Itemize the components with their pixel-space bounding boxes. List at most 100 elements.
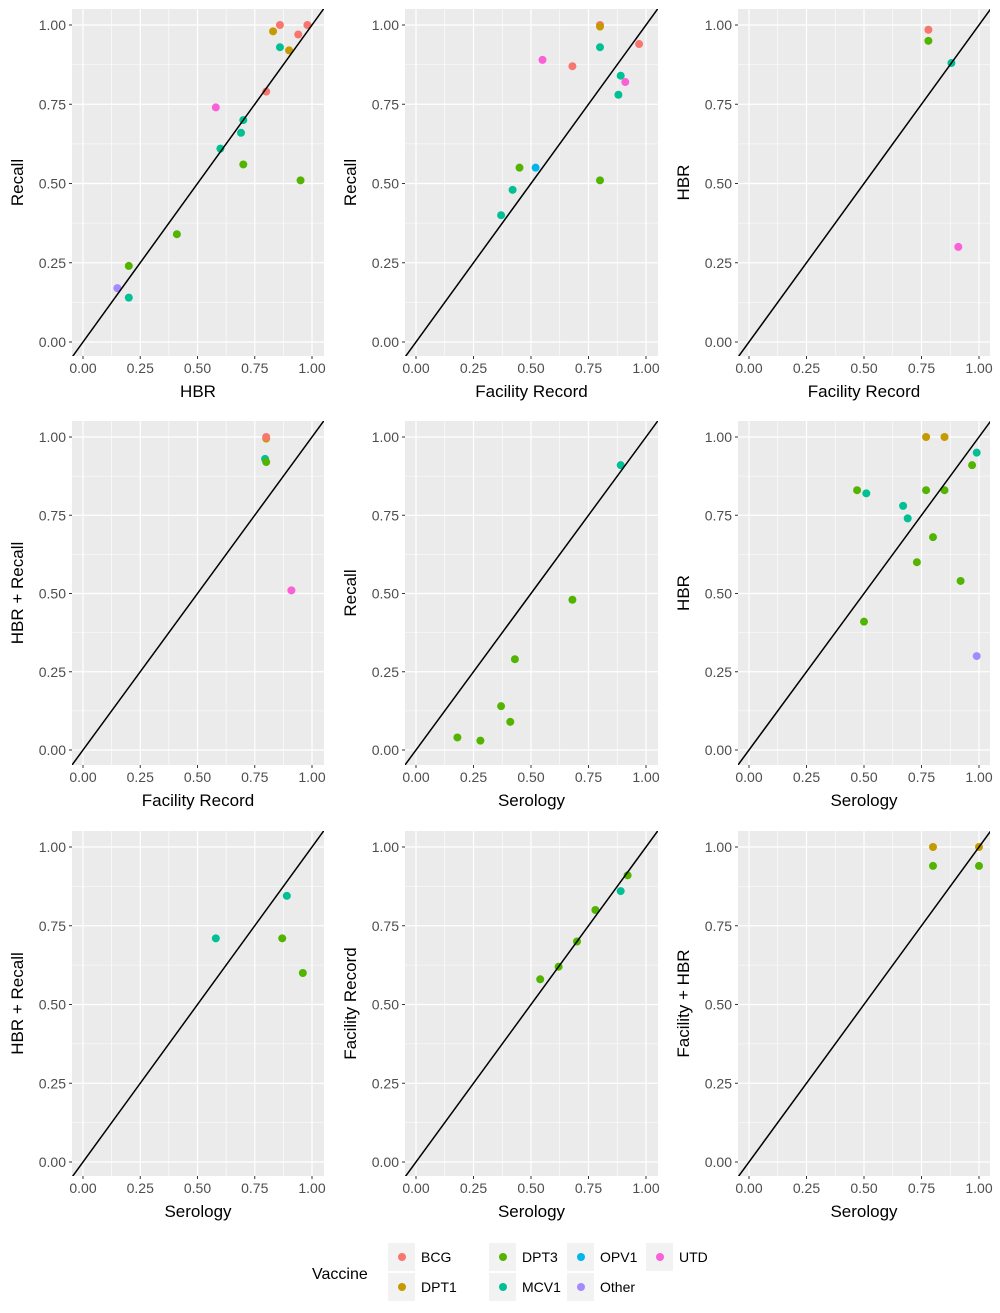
x-axis-title: Serology <box>498 1202 566 1221</box>
y-tick-label: 0.75 <box>372 96 399 112</box>
data-point-dpt1 <box>269 27 278 36</box>
y-tick-label: 1.00 <box>372 17 399 33</box>
legend-key-dot <box>499 1253 507 1261</box>
x-tick-label: 0.50 <box>517 1180 544 1196</box>
y-tick-label: 0.75 <box>372 918 399 934</box>
legend-item-dpt1: DPT1 <box>388 1273 457 1301</box>
panel-row2-col3: 0.000.00 0.25 0.25 0.50 0.50 0.75 0.75 1.00 1.00… <box>674 421 993 810</box>
y-axis-title: Recall <box>341 159 360 206</box>
data-point-mcv1 <box>497 211 506 220</box>
legend-label: DPT3 <box>522 1249 558 1265</box>
data-point-bcg <box>568 62 577 71</box>
y-tick-label: 0.25 <box>705 1075 732 1091</box>
y-tick-label: 1.00 <box>372 839 399 855</box>
data-point-dpt3 <box>929 533 937 542</box>
legend-key-dot <box>577 1253 585 1261</box>
x-tick-label: 0.25 <box>793 769 820 785</box>
data-point-mcv1 <box>903 514 912 523</box>
data-point-dpt3 <box>975 861 983 870</box>
x-tick-label: 0.75 <box>908 769 935 785</box>
x-tick-label: 1.00 <box>965 769 992 785</box>
y-tick-label: 0.00 <box>372 1154 399 1170</box>
identity-line <box>405 421 658 765</box>
data-point-mcv1 <box>616 461 625 470</box>
data-point-bcg <box>294 30 303 39</box>
panel-row3-col2: 0.000.00 0.25 0.25 0.50 0.50 0.75 0.75 1.00 1.00… <box>341 831 660 1221</box>
data-point-dpt1 <box>285 46 294 55</box>
identity-line <box>405 9 658 356</box>
data-point-bcg <box>635 40 644 49</box>
x-tick-label: 1.00 <box>632 1180 659 1196</box>
x-tick-label: 0.50 <box>850 1180 877 1196</box>
data-point-dpt3 <box>506 717 515 726</box>
y-tick-label: 0.50 <box>372 997 399 1013</box>
x-tick-label: 0.25 <box>793 360 820 376</box>
panel-row1-col1: 0.000.00 0.25 0.25 0.50 0.50 0.75 0.75 1.00 1.00… <box>8 9 326 401</box>
y-axis-title: HBR + Recall <box>8 542 27 645</box>
data-point-mcv1 <box>211 934 220 943</box>
x-axis-title: Facility Record <box>475 382 587 401</box>
x-tick-label: 0.25 <box>460 360 487 376</box>
points <box>453 461 625 745</box>
data-point-opv1 <box>531 163 540 172</box>
data-point-bcg <box>262 87 271 96</box>
data-point-dpt3 <box>860 617 868 626</box>
x-tick-label: 0.50 <box>850 769 877 785</box>
data-point-dpt3 <box>239 160 248 169</box>
data-point-utd <box>621 78 630 87</box>
legend-label: MCV1 <box>522 1279 561 1295</box>
y-axis-title: Facility + HBR <box>674 949 693 1057</box>
data-point-dpt3 <box>591 906 600 914</box>
legend-title: Vaccine <box>312 1266 368 1283</box>
legend-keys: BCG DPT1 DPT3 MCV1 OPV1 Other UTD <box>388 1243 708 1301</box>
y-tick-label: 0.25 <box>372 1075 399 1091</box>
y-axis-title: Recall <box>341 569 360 616</box>
identity-line <box>72 9 324 356</box>
legend-item-opv1: OPV1 <box>567 1243 638 1271</box>
x-tick-label: 0.00 <box>735 769 762 785</box>
panel-row1-col3: 0.000.00 0.25 0.25 0.50 0.50 0.75 0.75 1.00 1.00… <box>674 9 993 401</box>
x-tick-label: 0.00 <box>402 769 429 785</box>
data-point-bcg <box>303 21 312 29</box>
legend: Vaccine BCG DPT1 DPT3 MCV1 OPV1 Other UTD <box>312 1243 708 1301</box>
data-point-mcv1 <box>616 887 625 896</box>
data-point-dpt1 <box>929 843 937 851</box>
y-axis-title: HBR <box>674 165 693 201</box>
legend-key-dot <box>398 1253 406 1261</box>
y-tick-label: 0.00 <box>39 334 66 350</box>
y-tick-label: 0.25 <box>372 255 399 271</box>
y-tick-label: 0.00 <box>372 742 399 758</box>
x-tick-label: 0.25 <box>460 1180 487 1196</box>
data-point-utd <box>538 55 547 64</box>
x-tick-label: 0.00 <box>69 1180 96 1196</box>
data-point-dpt1 <box>922 433 931 441</box>
legend-item-bcg: BCG <box>388 1243 451 1271</box>
x-tick-label: 0.75 <box>241 769 268 785</box>
data-point-mcv1 <box>275 43 284 52</box>
data-point-bcg <box>275 21 284 29</box>
identity-line <box>405 831 658 1176</box>
x-tick-label: 0.75 <box>575 360 602 376</box>
legend-item-mcv1: MCV1 <box>489 1273 561 1301</box>
data-point-mcv1 <box>237 128 246 137</box>
data-point-dpt3 <box>922 486 931 495</box>
data-point-dpt3 <box>296 176 305 185</box>
data-point-other <box>113 284 122 293</box>
identity-line <box>738 831 990 1176</box>
data-point-dpt3 <box>497 702 506 711</box>
y-tick-label: 0.50 <box>705 997 732 1013</box>
y-axis-title: Facility Record <box>341 947 360 1059</box>
y-tick-label: 0.00 <box>372 334 399 350</box>
data-point-mcv1 <box>282 891 291 900</box>
legend-label: DPT1 <box>421 1279 457 1295</box>
y-axis-title: HBR <box>674 575 693 611</box>
y-tick-label: 0.75 <box>39 507 66 523</box>
y-tick-label: 0.75 <box>705 918 732 934</box>
x-tick-label: 0.50 <box>850 360 877 376</box>
data-point-dpt3 <box>940 486 949 495</box>
points <box>924 25 963 251</box>
legend-item-other: Other <box>567 1273 635 1301</box>
identity-line <box>72 421 324 765</box>
panels: 0.000.000.250.250.500.500.750.751.001.00… <box>8 9 993 1221</box>
data-point-dpt3 <box>929 861 937 870</box>
